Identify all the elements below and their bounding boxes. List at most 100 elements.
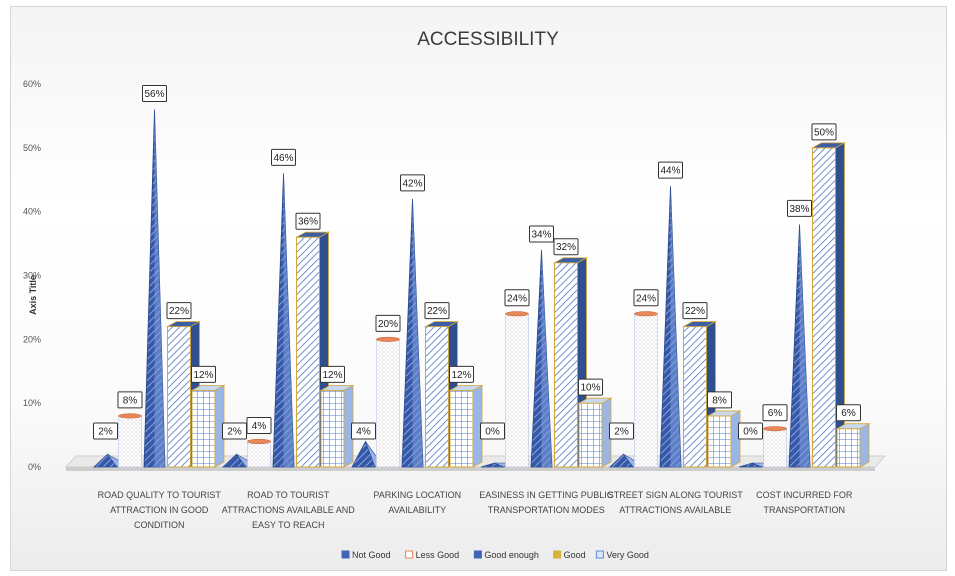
data-label-box — [449, 365, 474, 383]
category-label-line: ATTRACTION IN GOOD — [110, 505, 209, 515]
bars — [92, 109, 871, 468]
bar-box-front — [296, 236, 320, 468]
legend: Not Good Less Good Good enough Good Very Goo… — [341, 550, 649, 560]
legend-label: Good — [564, 550, 586, 560]
data-label-text: 10% — [580, 383, 600, 394]
data-label: 22% — [424, 302, 450, 320]
bar-box-side — [859, 423, 870, 468]
data-label: 22% — [166, 302, 192, 320]
data-label-box — [633, 289, 659, 307]
data-label-box — [658, 161, 683, 179]
data-label: 6% — [762, 404, 788, 422]
bar-box-front — [812, 147, 836, 468]
bar-box-top — [190, 384, 226, 391]
category-label-line: AVAILABILITY — [388, 505, 446, 515]
data-label-text: 36% — [298, 217, 318, 228]
data-label: 42% — [400, 174, 425, 192]
data-label-text: 22% — [169, 306, 189, 317]
bar-good-enough — [401, 198, 424, 468]
category-label-line: CONDITION — [134, 520, 185, 530]
bar-cone-highlight — [541, 249, 552, 467]
y-axis: 0% 10% 20% 30% 40% 50% 60% — [23, 79, 41, 472]
data-label: 38% — [787, 199, 812, 217]
data-label-box — [93, 422, 118, 440]
chart-floor-edge — [66, 467, 875, 471]
category-label-line: TRANSPORTATION MODES — [488, 505, 605, 515]
y-tick-label: 30% — [23, 271, 41, 281]
category-label: ROAD QUALITY TO TOURIST ATTRACTION IN GOO… — [98, 490, 222, 530]
data-label-text: 44% — [660, 166, 680, 177]
data-label-text: 6% — [841, 408, 856, 419]
bar-box-front — [578, 402, 603, 468]
data-label-text: 2% — [227, 427, 242, 438]
data-label-text: 2% — [98, 427, 113, 438]
data-label: 0% — [480, 422, 505, 440]
data-label-box — [142, 85, 167, 103]
data-label: 8% — [117, 391, 143, 409]
category-label-line: TRANSPORTATION — [763, 505, 845, 515]
legend-swatch — [553, 550, 562, 559]
category-label: ROAD TO TOURIST ATTRACTIONS AVAILABLE AND… — [222, 490, 356, 530]
bar-cone-highlight — [154, 109, 165, 468]
bar-cylinder-cap — [763, 426, 787, 432]
bar-box-front — [191, 389, 216, 468]
bar-cylinder-body — [118, 415, 142, 468]
legend-swatch — [595, 550, 604, 559]
legend-item-good-enough: Good enough — [473, 550, 539, 560]
data-label-box — [246, 416, 272, 434]
bar-box-top — [448, 384, 484, 391]
bar-very-good — [577, 397, 613, 468]
legend-label: Good enough — [484, 550, 539, 560]
data-label: 12% — [191, 365, 216, 383]
y-tick-label: 0% — [28, 462, 41, 472]
data-label-text: 2% — [614, 427, 629, 438]
bar-less-good — [505, 311, 529, 468]
bar-box-top — [577, 397, 613, 404]
category-label: PARKING LOCATION AVAILABILITY — [373, 490, 461, 515]
data-label: 4% — [351, 422, 376, 440]
category-label-line: EASY TO REACH — [252, 520, 325, 530]
data-label-box — [787, 199, 812, 217]
data-label-text: 46% — [273, 153, 293, 164]
data-label: 2% — [93, 422, 118, 440]
data-label-box — [320, 365, 345, 383]
bar-cylinder-cap — [247, 438, 271, 444]
data-label-box — [504, 289, 530, 307]
legend-swatch — [405, 550, 414, 559]
bar-cylinder-body — [376, 339, 400, 468]
bar-very-good — [706, 410, 742, 468]
data-label-box — [609, 422, 634, 440]
data-label-box — [400, 174, 425, 192]
category-label-line: ATTRACTIONS AVAILABLE — [619, 505, 731, 515]
data-label-text: 38% — [789, 204, 809, 215]
legend-swatch — [341, 550, 350, 559]
data-label-text: 12% — [193, 370, 213, 381]
data-label-box — [762, 404, 788, 422]
bar-box-top — [810, 142, 847, 149]
data-label-text: 42% — [402, 178, 422, 189]
bar-good-enough — [530, 249, 553, 468]
bar-box-front — [167, 326, 191, 468]
category-label: EASINESS IN GETTING PUBLIC TRANSPORTATION… — [479, 490, 614, 515]
bar-less-good — [376, 336, 400, 468]
data-label: 24% — [504, 289, 530, 307]
bar-box-front — [683, 326, 707, 468]
data-label-text: 32% — [556, 242, 576, 253]
data-label-text: 4% — [252, 421, 267, 432]
bar-cylinder-body — [247, 441, 271, 468]
bar-less-good — [763, 426, 787, 468]
bar-good-enough — [272, 173, 295, 468]
data-label: 10% — [578, 378, 603, 396]
x-axis-categories: ROAD QUALITY TO TOURIST ATTRACTION IN GOO… — [98, 490, 853, 530]
data-label-box — [738, 422, 763, 440]
data-label-text: 6% — [768, 408, 783, 419]
bar-less-good — [247, 438, 271, 468]
bar-box-front — [707, 415, 732, 468]
bar-box-front — [320, 389, 345, 468]
legend-label: Less Good — [416, 550, 460, 560]
data-label-box — [351, 422, 376, 440]
data-label: 2% — [609, 422, 634, 440]
y-tick-label: 60% — [23, 79, 41, 89]
legend-label: Very Good — [606, 550, 649, 560]
data-label: 4% — [246, 416, 272, 434]
